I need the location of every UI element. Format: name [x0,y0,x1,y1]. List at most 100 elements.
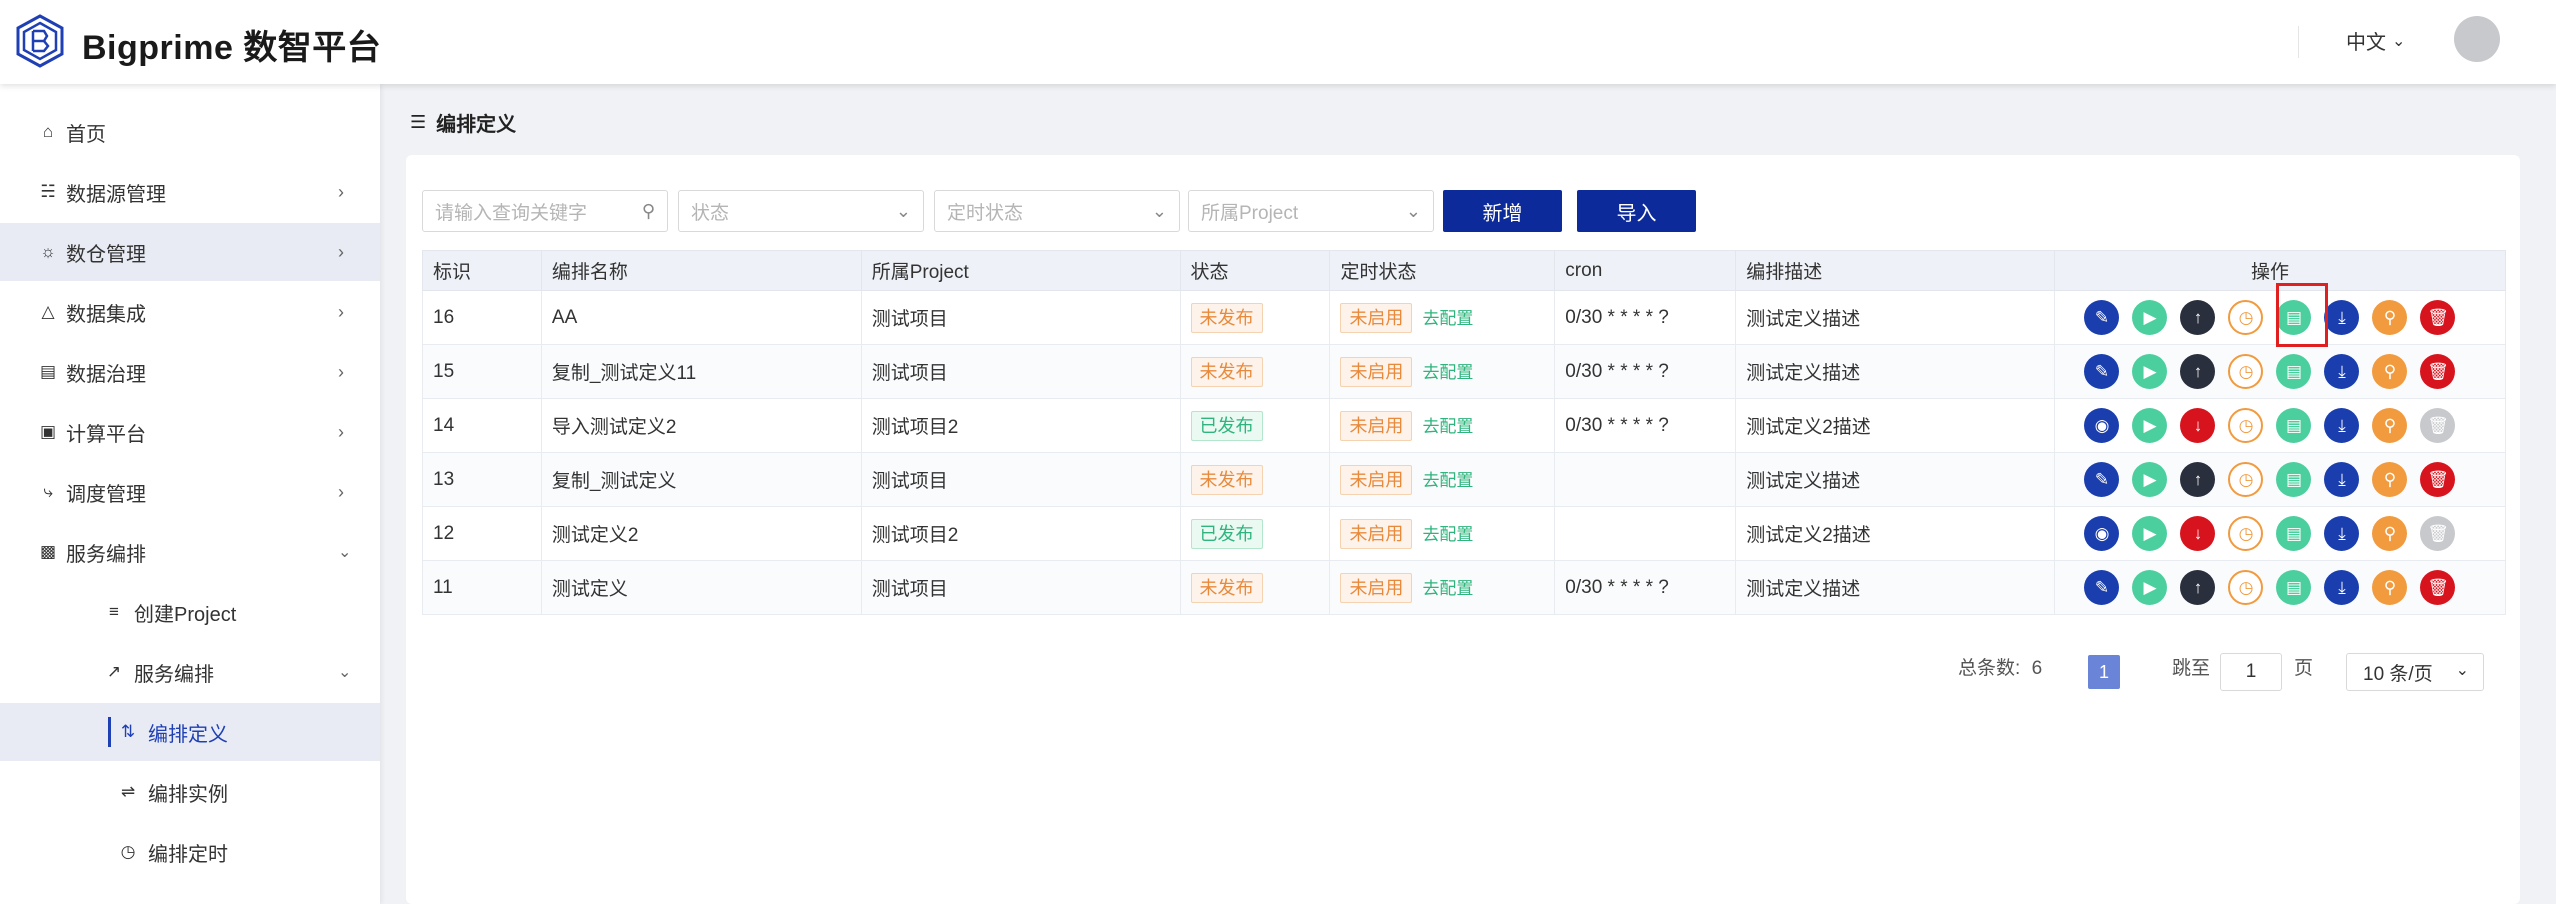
sidebar-item-label: 计算平台 [66,423,146,446]
page-size-select[interactable]: 10 条/页 ⌄ [2346,653,2484,691]
delete-icon[interactable]: 🗑 [2420,354,2456,389]
cell-cron: 0/30 * * * * ? [1554,344,1737,399]
delete-icon[interactable]: 🗑 [2420,462,2456,497]
hierarchy-icon[interactable]: ⚲ [2372,408,2408,443]
document-icon[interactable]: ▤ [2276,570,2312,605]
publish-icon[interactable]: ↑ [2180,300,2216,335]
project-placeholder: 所属Project [1201,202,1299,224]
project-select[interactable]: 所属Project ⌄ [1188,190,1434,232]
configure-link[interactable]: 去配置 [1422,470,1474,490]
search-input[interactable]: 请输入查询关键字 ⚲ [422,190,668,232]
chevron-down-icon: ⌄ [1151,201,1167,221]
page-number-current[interactable]: 1 [2088,655,2120,689]
document-icon[interactable]: ▤ [2276,300,2312,335]
jump-page-input[interactable]: 1 [2220,653,2282,691]
sidebar-item-create-project[interactable]: ≡ 创建Project [0,583,380,641]
cell-status: 未发布 [1179,560,1331,615]
active-indicator [108,717,111,747]
clock-icon[interactable]: ◷ [2228,570,2264,605]
import-button[interactable]: 导入 [1577,190,1696,232]
run-icon[interactable]: ▶ [2132,408,2168,443]
clock-icon[interactable]: ◷ [2228,408,2264,443]
warehouse-icon: ☼ [40,242,56,261]
sidebar-item-governance[interactable]: ▤ 数据治理 › [0,343,380,401]
search-icon[interactable]: ⚲ [641,201,655,221]
delete-icon[interactable]: 🗑 [2420,516,2456,551]
language-switch[interactable]: 中文 ⌄ [2346,26,2405,55]
document-icon[interactable]: ▤ [2276,462,2312,497]
run-icon[interactable]: ▶ [2132,570,2168,605]
delete-icon[interactable]: 🗑 [2420,408,2456,443]
sidebar-item-label: 编排定义 [148,723,228,746]
add-button[interactable]: 新增 [1443,190,1562,232]
document-icon[interactable]: ▤ [2276,408,2312,443]
configure-link[interactable]: 去配置 [1422,308,1474,328]
run-icon[interactable]: ▶ [2132,516,2168,551]
hierarchy-icon[interactable]: ⚲ [2372,354,2408,389]
hierarchy-icon[interactable]: ⚲ [2372,300,2408,335]
run-icon[interactable]: ▶ [2132,354,2168,389]
sidebar-item-label: 数仓管理 [66,243,146,266]
edit-icon[interactable]: ✎ [2084,300,2120,335]
sort-icon: ⇅ [120,722,136,741]
sidebar-item-schedule[interactable]: ⤷ 调度管理 › [0,463,380,521]
download-icon[interactable]: ⤓ [2324,570,2360,605]
view-icon[interactable]: ◉ [2084,408,2120,443]
unpublish-icon[interactable]: ↓ [2180,516,2216,551]
sidebar-item-compute[interactable]: ▣ 计算平台 › [0,403,380,461]
run-icon[interactable]: ▶ [2132,462,2168,497]
download-icon[interactable]: ⤓ [2324,516,2360,551]
configure-link[interactable]: 去配置 [1422,362,1474,382]
download-icon[interactable]: ⤓ [2324,300,2360,335]
sidebar-item-orch-definition[interactable]: ⇅ 编排定义 [0,703,380,761]
sidebar-item-orch-timer[interactable]: ◷ 编排定时 [0,823,380,881]
document-icon[interactable]: ▤ [2276,354,2312,389]
cell-status: 已发布 [1179,398,1331,453]
hierarchy-icon[interactable]: ⚲ [2372,462,2408,497]
download-icon[interactable]: ⤓ [2324,462,2360,497]
clock-icon[interactable]: ◷ [2228,462,2264,497]
sidebar-item-label: 创建Project [134,603,237,626]
page-title: ☰ 编排定义 [410,108,516,137]
publish-icon[interactable]: ↑ [2180,462,2216,497]
run-icon[interactable]: ▶ [2132,300,2168,335]
avatar[interactable] [2454,16,2500,62]
sidebar-item-integration[interactable]: △ 数据集成 › [0,283,380,341]
cell-name: 测试定义2 [540,506,862,561]
sidebar-item-service-orch-sub[interactable]: ↗ 服务编排 ⌄ [0,643,380,701]
line-chart-icon: ↗ [106,662,122,681]
sidebar-item-warehouse[interactable]: ☼ 数仓管理 › [0,223,380,281]
download-icon[interactable]: ⤓ [2324,408,2360,443]
menu-list-icon: ☰ [410,112,427,132]
publish-icon[interactable]: ↑ [2180,570,2216,605]
clock-icon[interactable]: ◷ [2228,354,2264,389]
hierarchy-icon[interactable]: ⚲ [2372,516,2408,551]
edit-icon[interactable]: ✎ [2084,570,2120,605]
view-icon[interactable]: ◉ [2084,516,2120,551]
sidebar-item-orch-instance[interactable]: ⇌ 编排实例 [0,763,380,821]
configure-link[interactable]: 去配置 [1422,578,1474,598]
publish-icon[interactable]: ↑ [2180,354,2216,389]
sidebar-item-home[interactable]: ⌂ 首页 [0,103,380,161]
sidebar-item-service-orchestration[interactable]: ▩ 服务编排 ⌄ [0,523,380,581]
clock-icon[interactable]: ◷ [2228,300,2264,335]
download-icon[interactable]: ⤓ [2324,354,2360,389]
page-size-value: 10 条/页 [2363,663,2433,685]
col-timer: 定时状态 [1329,250,1556,291]
configure-link[interactable]: 去配置 [1422,524,1474,544]
clock-icon[interactable]: ◷ [2228,516,2264,551]
hierarchy-icon[interactable]: ⚲ [2372,570,2408,605]
configure-link[interactable]: 去配置 [1422,416,1474,436]
delete-icon[interactable]: 🗑 [2420,570,2456,605]
status-select[interactable]: 状态 ⌄ [678,190,924,232]
sidebar-item-datasource[interactable]: ☵ 数据源管理 › [0,163,380,221]
timer-badge: 未启用 [1340,356,1413,387]
document-icon[interactable]: ▤ [2276,516,2312,551]
edit-icon[interactable]: ✎ [2084,354,2120,389]
unpublish-icon[interactable]: ↓ [2180,408,2216,443]
delete-icon[interactable]: 🗑 [2420,300,2456,335]
edit-icon[interactable]: ✎ [2084,462,2120,497]
compute-icon: ▣ [39,422,57,441]
cell-id: 11 [422,560,542,615]
timer-status-select[interactable]: 定时状态 ⌄ [934,190,1180,232]
